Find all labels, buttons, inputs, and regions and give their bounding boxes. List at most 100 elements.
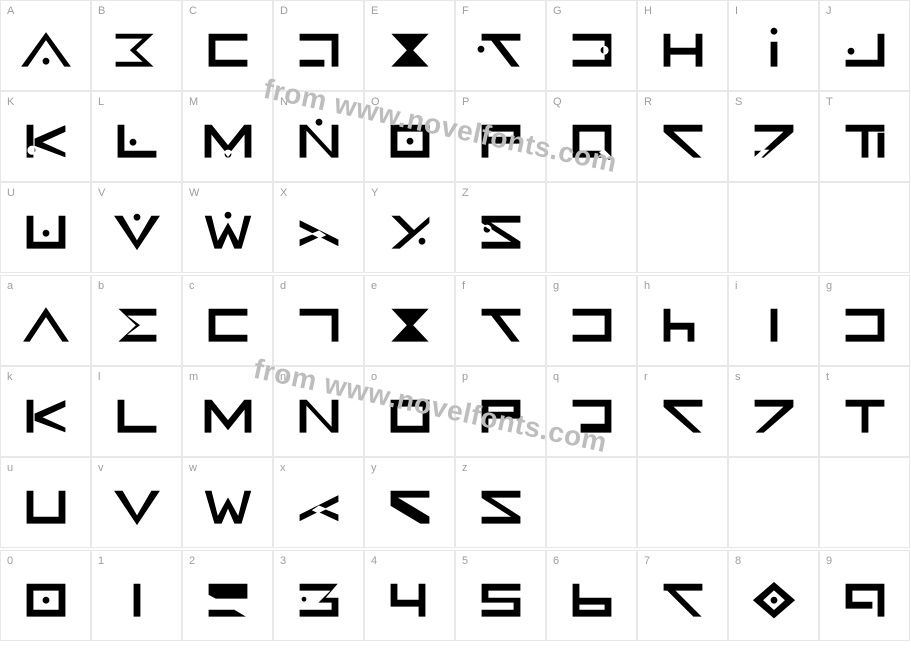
cell-label: D [280,5,288,17]
charmap-cell: I [728,0,819,91]
cell-label: f [462,280,465,292]
charmap-cell: d [273,275,364,366]
glyph-icon [380,579,440,619]
glyph-icon [744,395,804,435]
cell-label: 6 [553,555,559,567]
cell-label: X [280,187,287,199]
glyph-icon [289,304,349,344]
glyph-icon [471,120,531,160]
charmap-cell: 7 [637,550,728,641]
glyph-icon [380,211,440,251]
cell-label: 1 [98,555,104,567]
cell-label: i [735,280,737,292]
cell-label: p [462,371,468,383]
charmap-cell: g [546,275,637,366]
cell-label: T [826,96,833,108]
cell-label: y [371,462,377,474]
charmap-cell: 6 [546,550,637,641]
glyph-icon [653,579,713,619]
charmap-cell: P [455,91,546,182]
cell-label: 4 [371,555,377,567]
cell-label: U [7,187,15,199]
charmap-cell: A [0,0,91,91]
charmap-cell: D [273,0,364,91]
cell-label: o [371,371,377,383]
cell-label: v [98,462,104,474]
charmap-cell: 5 [455,550,546,641]
charmap-cell: Q [546,91,637,182]
charmap-cell: 4 [364,550,455,641]
glyph-icon [198,579,258,619]
cell-label: A [7,5,14,17]
cell-label: H [644,5,652,17]
charmap-cell: c [182,275,273,366]
cell-label: F [462,5,469,17]
charmap-cell [546,182,637,273]
cell-label: x [280,462,286,474]
charmap-cell: v [91,457,182,548]
charmap-cell: S [728,91,819,182]
cell-label: W [189,187,199,199]
glyph-icon [471,395,531,435]
charmap-cell: h [637,275,728,366]
charmap-cell: 3 [273,550,364,641]
glyph-icon [107,211,167,251]
charmap-cell: R [637,91,728,182]
glyph-icon [380,304,440,344]
glyph-icon [289,579,349,619]
cell-label: 9 [826,555,832,567]
charmap-cell [546,457,637,548]
glyph-icon [653,395,713,435]
charmap-cell: K [0,91,91,182]
cell-label: k [7,371,13,383]
glyph-icon [198,29,258,69]
glyph-icon [289,486,349,526]
glyph-icon [107,304,167,344]
cell-label: V [98,187,105,199]
cell-label: Z [462,187,469,199]
cell-label: 8 [735,555,741,567]
cell-label: 7 [644,555,650,567]
charmap-cell: B [91,0,182,91]
cell-label: 5 [462,555,468,567]
charmap-cell: G [546,0,637,91]
glyph-icon [198,120,258,160]
glyph-icon [562,29,622,69]
cell-label: S [735,96,742,108]
glyph-icon [289,120,349,160]
charmap-cell: o [364,366,455,457]
cell-label: G [553,5,562,17]
cell-label: l [98,371,100,383]
glyph-icon [835,395,895,435]
glyph-icon [835,579,895,619]
cell-label: B [98,5,105,17]
charmap-cell: g [819,275,910,366]
charmap-cell: 8 [728,550,819,641]
cell-label: O [371,96,380,108]
cell-label: e [371,280,377,292]
charmap-cell [819,457,910,548]
charmap-cell: b [91,275,182,366]
cell-label: I [735,5,738,17]
lowercase-grid: abcdefghigklmnopqrstuvwxyz [0,275,910,548]
charmap-cell: f [455,275,546,366]
charmap-cell: q [546,366,637,457]
charmap-cell: 9 [819,550,910,641]
glyph-icon [471,29,531,69]
cell-label: z [462,462,468,474]
charmap-cell: C [182,0,273,91]
glyph-icon [653,120,713,160]
cell-label: 3 [280,555,286,567]
charmap-cell [728,182,819,273]
charmap-cell: 0 [0,550,91,641]
glyph-icon [16,486,76,526]
glyph-icon [198,211,258,251]
cell-label: s [735,371,741,383]
glyph-icon [289,211,349,251]
digits-grid: 0123456789 [0,550,910,641]
glyph-icon [562,395,622,435]
charmap-cell: H [637,0,728,91]
charmap-cell: w [182,457,273,548]
glyph-icon [380,29,440,69]
glyph-icon [744,579,804,619]
